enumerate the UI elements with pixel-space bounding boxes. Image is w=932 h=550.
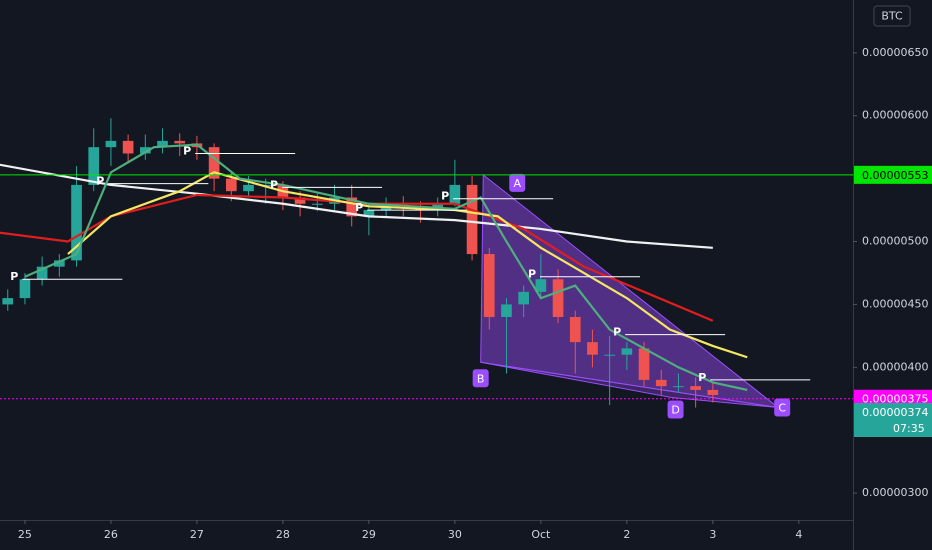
candle-body (604, 354, 615, 356)
pivot-label: P (270, 178, 278, 191)
moving-average (0, 163, 713, 249)
pattern-label: D (671, 403, 679, 416)
moving-average (67, 171, 748, 359)
price-label-box (854, 165, 932, 184)
candle-body (587, 342, 598, 355)
y-tick-label: 0.00000400 (862, 360, 928, 373)
candle-body (638, 348, 650, 380)
candle-body (243, 184, 254, 192)
y-tick-label: 0.00000300 (862, 486, 928, 499)
pivot-label: P (96, 175, 104, 188)
symbol: BTC (881, 10, 903, 23)
pivot-label: P (441, 190, 449, 203)
candle-body (36, 266, 48, 280)
candle-body (501, 304, 512, 317)
candle-body (621, 348, 633, 355)
pivot-label: P (698, 371, 706, 384)
pattern-label-box (509, 173, 526, 192)
candle-body (174, 140, 186, 144)
x-tick-label: 26 (104, 528, 118, 541)
candle-body (449, 184, 461, 204)
x-tick-label: 2 (623, 528, 630, 541)
candle-body (673, 386, 684, 388)
pattern-label: C (778, 402, 786, 415)
candle-body (655, 379, 667, 387)
candle-body (552, 279, 564, 317)
pattern-leg (480, 361, 779, 409)
candle-body (157, 140, 168, 148)
x-tick-label: 4 (795, 528, 802, 541)
countdown: 07:35 (893, 422, 925, 435)
x-tick-label: 28 (276, 528, 290, 541)
candle-body (122, 140, 134, 154)
candle-body (105, 140, 117, 148)
candle-body (139, 147, 151, 154)
pattern-label-box (472, 369, 489, 388)
price-label: 0.00000553 (862, 169, 928, 182)
pattern-label-box (774, 398, 791, 417)
y-tick-label: 0.00000450 (862, 297, 928, 310)
candle-body (363, 210, 375, 217)
candle-body (569, 316, 581, 343)
last-price-label: 0.00000374 (862, 406, 928, 419)
candle-body (466, 184, 478, 255)
y-tick-label: 0.00000500 (862, 235, 928, 248)
moving-average (24, 143, 748, 392)
pattern-label-box (667, 400, 684, 419)
x-tick-label: Oct (531, 528, 551, 541)
x-tick-label: 29 (362, 528, 376, 541)
candle-body (54, 260, 65, 267)
candle-body (225, 178, 237, 192)
y-tick-label: 0.00000600 (862, 109, 928, 122)
symbol-badge (873, 5, 911, 27)
candle-body (518, 291, 529, 305)
y-tick-label: 0.00000650 (862, 46, 928, 59)
pivot-label: P (613, 326, 621, 339)
candle-body (208, 147, 220, 179)
x-tick-label: 25 (18, 528, 32, 541)
price-label: 0.00000375 (862, 393, 928, 406)
candle-body (483, 254, 495, 317)
candle-body (294, 197, 306, 204)
x-tick-label: 27 (190, 528, 204, 541)
pivot-label: P (355, 201, 363, 214)
pivot-label: P (528, 268, 536, 281)
candle-body (690, 386, 701, 390)
last-price-box (854, 403, 932, 437)
pattern-label: B (477, 372, 485, 385)
candle-body (71, 184, 82, 261)
candle-body (311, 203, 323, 205)
candle-body (88, 147, 100, 185)
pivot-label: P (10, 270, 18, 283)
candle-body (707, 389, 719, 395)
pattern-label: A (513, 177, 521, 190)
x-tick-label: 30 (448, 528, 462, 541)
candle-body (19, 279, 31, 299)
pivot-label: P (183, 144, 191, 157)
candle-body (2, 298, 14, 305)
candle-body (346, 197, 358, 217)
candle-body (535, 279, 547, 292)
x-tick-label: 3 (709, 528, 716, 541)
